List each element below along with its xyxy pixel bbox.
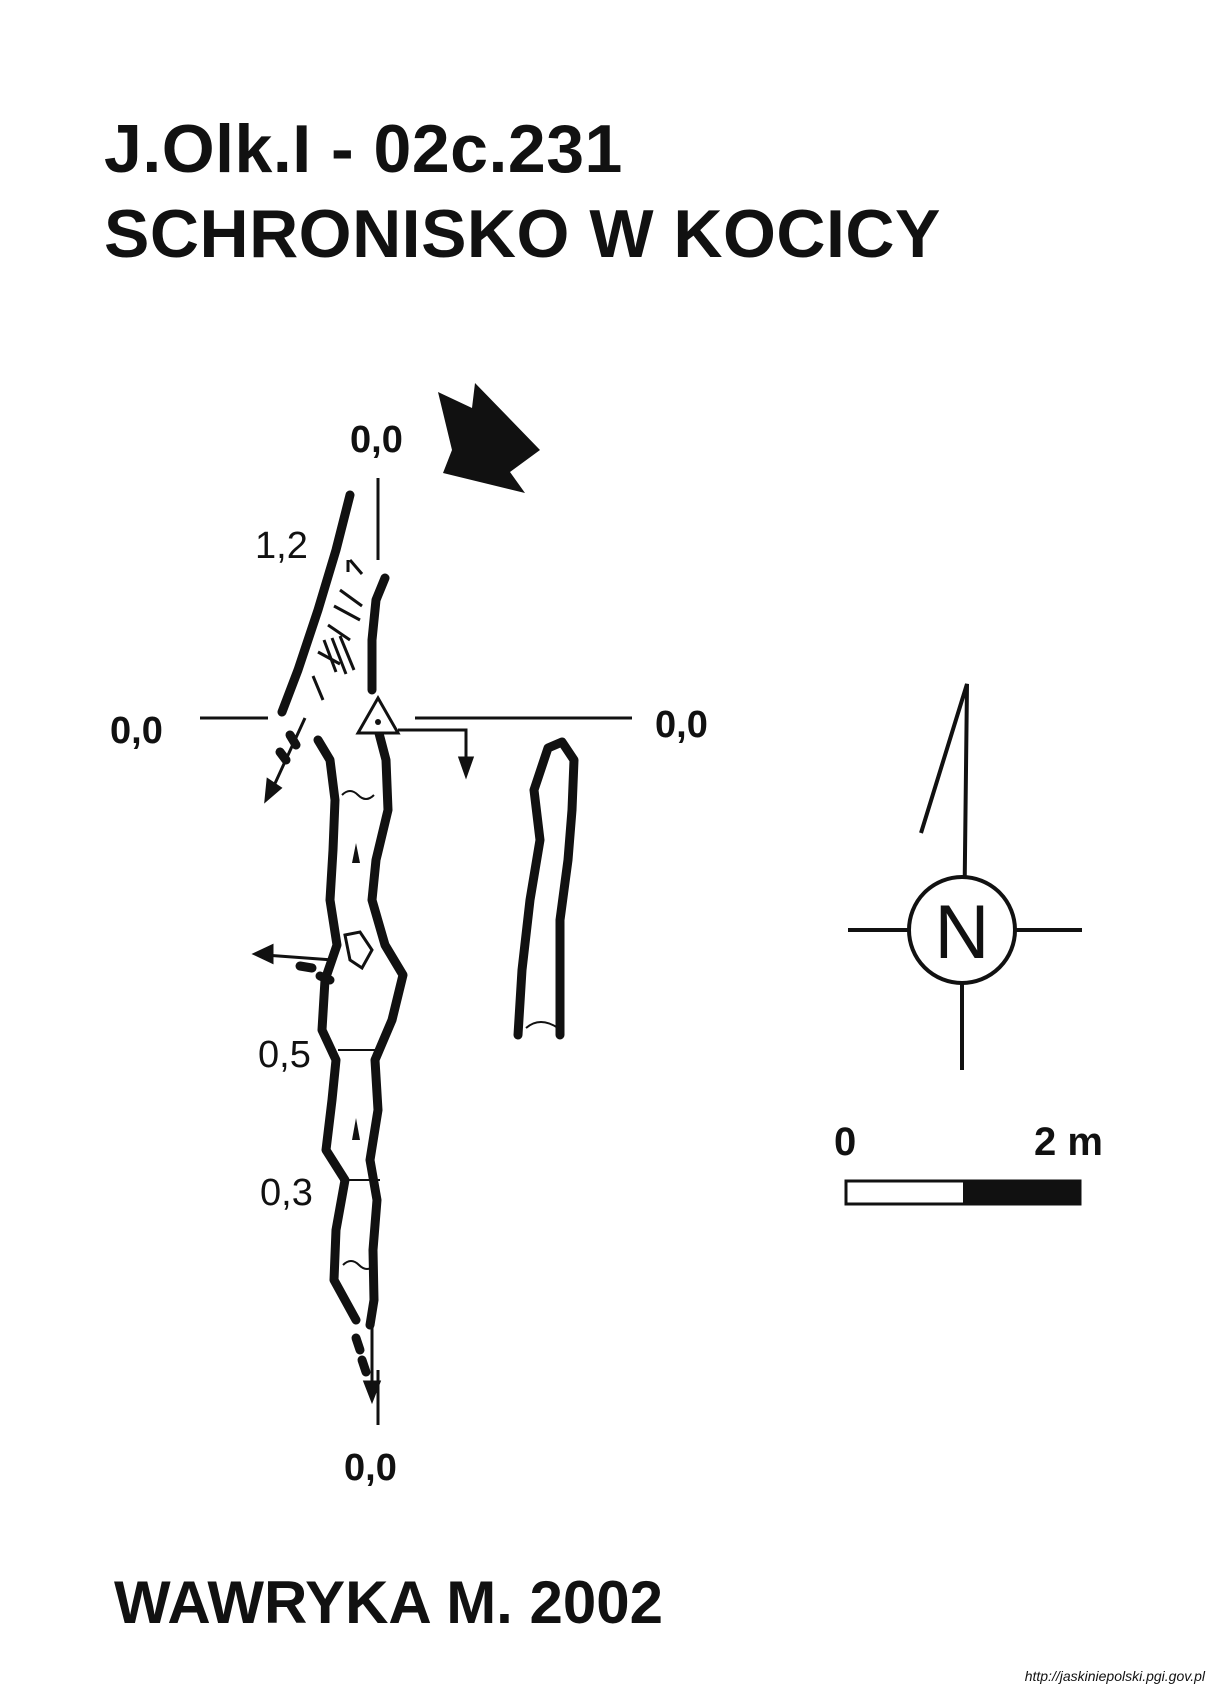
cave-wall-left xyxy=(277,490,361,1325)
side-passage-outline xyxy=(513,737,579,1040)
cave-code-title: J.Olk.I - 02c.231 xyxy=(104,111,623,187)
depth-label-low: 0,3 xyxy=(260,1172,313,1214)
entrance-arrow xyxy=(438,383,540,493)
survey-station-dot xyxy=(375,719,381,725)
author-credit: WAWRYKA M. 2002 xyxy=(114,1569,663,1636)
north-compass: N xyxy=(848,683,1082,1070)
compass-north-letter: N xyxy=(935,890,990,975)
slope-marker-upper xyxy=(352,843,360,863)
level-label-bottom: 0,0 xyxy=(344,1447,397,1489)
dashed-wall-stubs xyxy=(275,730,371,1377)
scale-bar: 0 2 m xyxy=(834,1120,1103,1206)
cave-wall-right xyxy=(365,573,408,1330)
survey-station-triangle xyxy=(355,694,401,735)
continuation-arrows xyxy=(251,717,475,1405)
scale-bar-end-label: 2 m xyxy=(1034,1120,1103,1164)
north-arrow-icon xyxy=(919,683,969,941)
depth-label-mid: 0,5 xyxy=(258,1034,311,1076)
debris-hatching xyxy=(311,559,364,701)
depth-label-upper: 1,2 xyxy=(255,525,308,567)
source-url[interactable]: http://jaskiniepolski.pgi.gov.pl xyxy=(1024,1668,1205,1684)
slope-marker-lower xyxy=(352,1118,360,1140)
rock-block xyxy=(343,930,374,971)
side-passage-floor xyxy=(525,1021,559,1029)
scale-bar-start-label: 0 xyxy=(834,1120,856,1164)
cave-name-title: SCHRONISKO W KOCICY xyxy=(104,196,941,272)
level-label-left: 0,0 xyxy=(110,710,163,752)
floor-marks xyxy=(338,790,382,1270)
level-label-top: 0,0 xyxy=(350,419,403,461)
level-label-right: 0,0 xyxy=(655,704,708,746)
